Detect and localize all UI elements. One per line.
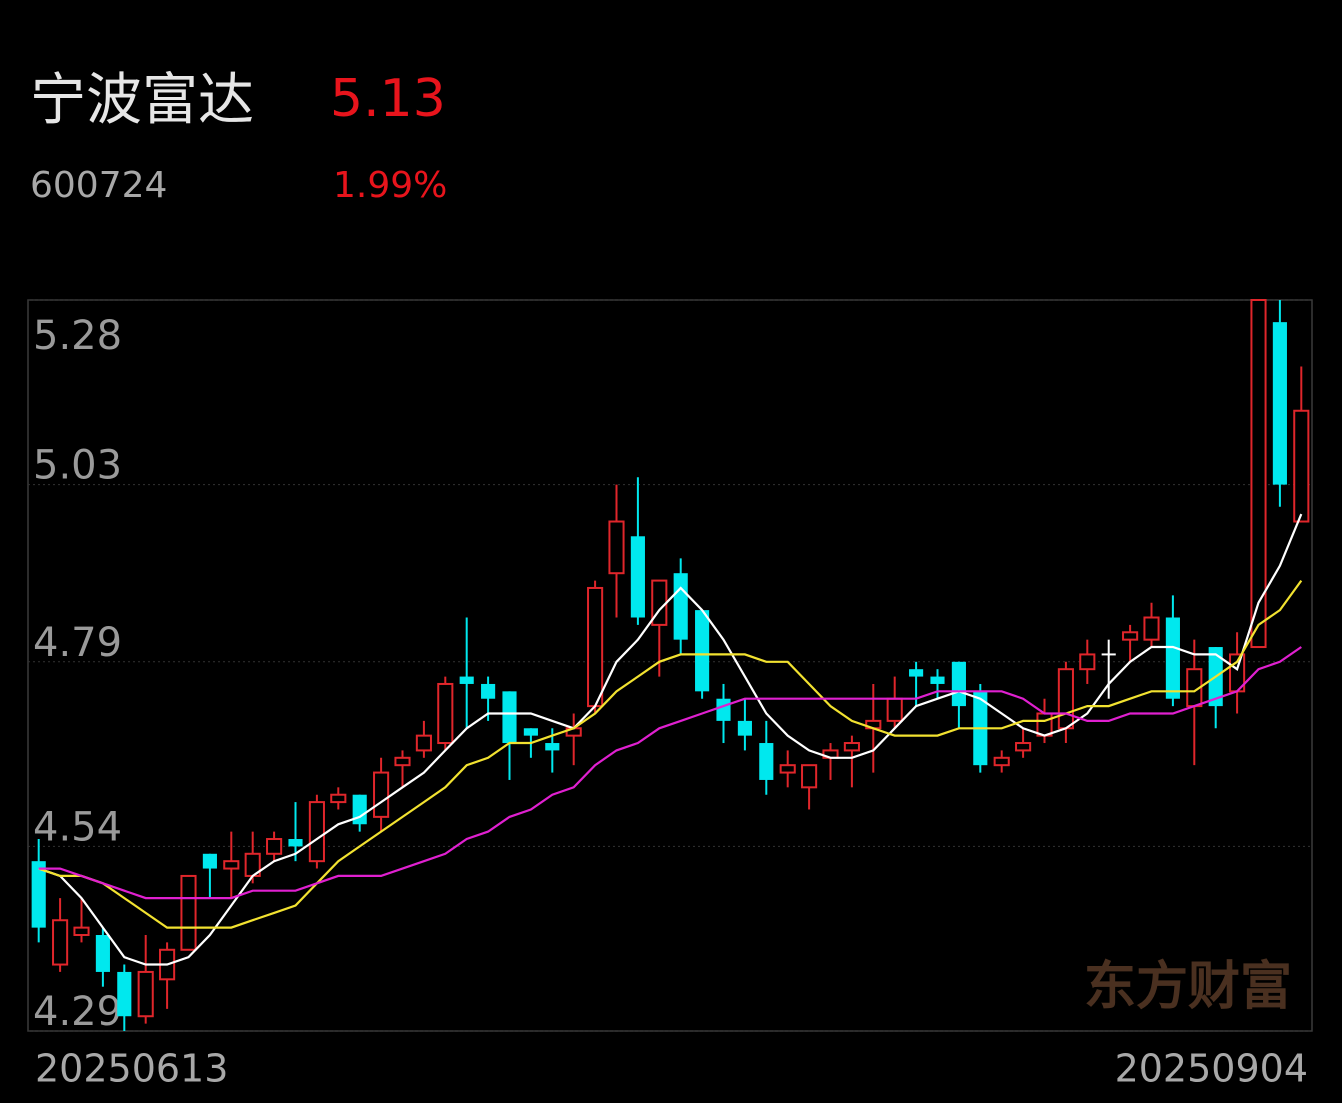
candle-body <box>1143 616 1160 641</box>
candle-body <box>930 676 945 684</box>
candle-body <box>288 839 303 847</box>
candle-body <box>202 853 217 869</box>
candle-body <box>545 743 560 751</box>
candle-body <box>1079 653 1096 671</box>
candle-body <box>951 661 966 707</box>
change-pct: 1.99% <box>333 165 447 206</box>
candle-body <box>737 720 752 736</box>
y-tick-label: 5.28 <box>33 313 122 359</box>
candle-body <box>843 742 860 752</box>
y-tick-label: 4.29 <box>33 989 122 1035</box>
candle-body <box>1036 712 1053 737</box>
candle-body <box>459 676 474 684</box>
candle-body <box>1250 299 1267 649</box>
candle-body <box>1272 322 1287 485</box>
candle-body <box>1057 668 1074 730</box>
candle-body <box>373 771 390 818</box>
candle-body <box>73 926 90 937</box>
stock-name: 宁波富达 <box>30 68 254 133</box>
candle-body <box>1293 409 1310 523</box>
candle-body <box>117 971 132 1017</box>
y-tick-label: 4.79 <box>33 620 122 666</box>
candle-body <box>31 861 46 928</box>
candle-body <box>608 520 625 575</box>
candle-body <box>330 793 347 804</box>
candle-body <box>779 764 796 774</box>
candle-body <box>909 669 924 677</box>
candle-body <box>223 860 240 870</box>
candle-body <box>52 919 69 966</box>
candle-body <box>394 756 411 767</box>
candle-body <box>415 734 432 752</box>
candle-body <box>801 764 818 789</box>
y-tick-label: 5.03 <box>33 443 122 489</box>
candle-body <box>437 682 454 745</box>
candle-body <box>502 691 517 744</box>
candle-body <box>308 801 325 863</box>
price: 5.13 <box>330 69 446 129</box>
candle-body <box>1165 617 1180 699</box>
candle-body <box>886 697 903 722</box>
candle-body <box>352 794 367 825</box>
x-tick-label: 20250904 <box>1115 1047 1308 1091</box>
x-tick-label: 20250613 <box>35 1047 228 1091</box>
candle-body <box>993 756 1010 767</box>
candle-body <box>673 573 688 640</box>
candle-body <box>1122 631 1139 641</box>
watermark: 东方财富 <box>1084 957 1292 1017</box>
candle-body <box>587 586 604 708</box>
plot-frame <box>27 299 1313 1032</box>
stock-code: 600724 <box>30 165 167 206</box>
candle-body <box>137 970 154 1018</box>
candle-body <box>759 743 774 780</box>
candle-body <box>630 536 645 618</box>
candle-body <box>1015 742 1032 752</box>
moving-average-line <box>38 579 1303 929</box>
moving-average-line <box>38 646 1302 900</box>
candle-body <box>180 874 197 951</box>
candle-body <box>481 683 496 699</box>
candle-body <box>95 935 110 972</box>
candle-body <box>266 838 283 855</box>
y-tick-label: 4.54 <box>33 804 122 850</box>
candle-body <box>695 610 710 692</box>
candle-body <box>1101 653 1116 656</box>
moving-average-line <box>38 513 1303 966</box>
candle-body <box>523 728 538 736</box>
candle-body <box>716 698 731 721</box>
